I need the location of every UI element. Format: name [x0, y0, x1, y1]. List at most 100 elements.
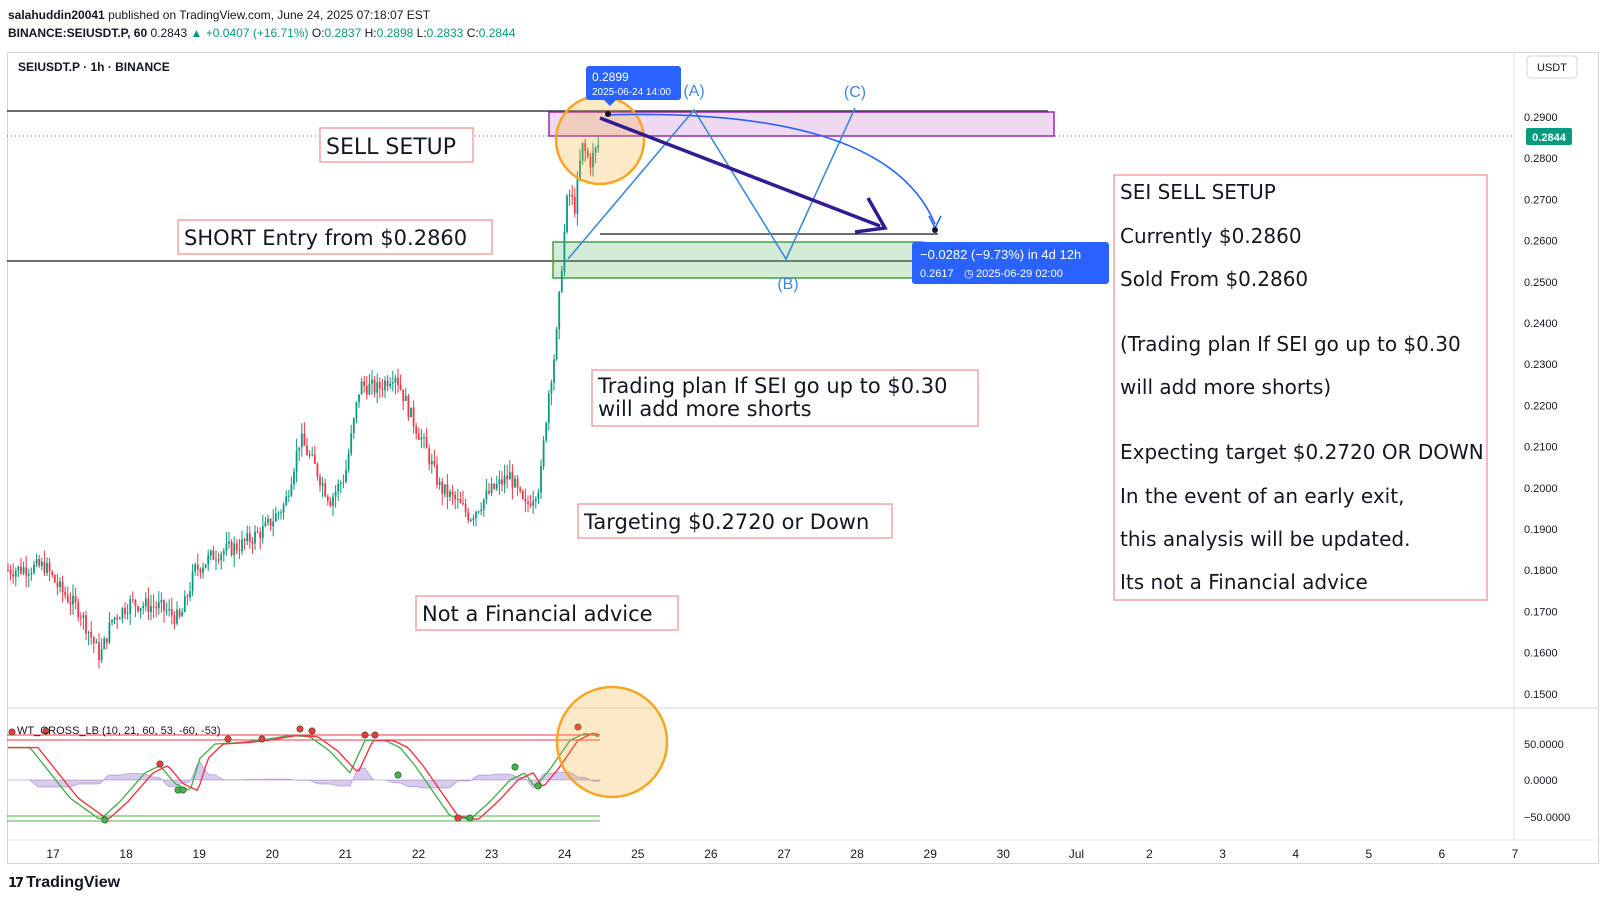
price-tick-label: 0.2200	[1524, 400, 1558, 412]
indicator-tick-label: −50.0000	[1524, 812, 1570, 824]
candle-body	[139, 607, 142, 612]
tradingview-logo[interactable]: 17 TradingView	[8, 874, 120, 892]
time-tick-label: 22	[412, 847, 426, 861]
candle-body	[14, 570, 17, 577]
candle-body	[181, 611, 184, 617]
info-box[interactable]	[1113, 174, 1488, 601]
sell-zone[interactable]	[548, 111, 1055, 137]
candle-body	[527, 502, 529, 504]
candlestick-series[interactable]	[7, 135, 600, 669]
wt-cross-dot	[574, 723, 582, 731]
candle-body	[25, 567, 28, 576]
candle-body	[69, 602, 72, 605]
info-line-target: Expecting target $0.2720 OR DOWN	[1120, 440, 1484, 464]
candle-body	[524, 498, 527, 503]
candle-body	[516, 478, 519, 488]
candle-body	[378, 382, 381, 389]
candle-body	[313, 454, 316, 464]
candle-body	[508, 472, 511, 480]
candle-body	[371, 379, 373, 384]
wt-cross-dot	[511, 763, 519, 771]
targeting-label: Targeting $0.2720 or Down	[583, 510, 869, 534]
low-value: 0.2833	[426, 26, 464, 40]
candle-body	[316, 463, 319, 477]
candle-body	[46, 562, 48, 574]
candle-body	[53, 574, 56, 583]
open-label: O:	[311, 26, 325, 40]
curved-arrow[interactable]	[604, 113, 936, 225]
candle-body	[233, 543, 236, 556]
abc-projection-path[interactable]	[567, 107, 856, 261]
candle-body	[475, 511, 477, 518]
price-axis[interactable]: 0.2900 0.2800 0.2700 0.2600 0.2500 0.2400 0.23…	[1524, 112, 1558, 701]
candle-body	[545, 422, 548, 441]
wt-cross-dots	[8, 723, 582, 824]
candle-body	[168, 608, 171, 611]
candle-body	[360, 381, 363, 395]
short-entry-box[interactable]	[177, 219, 493, 255]
candle-body	[295, 450, 298, 472]
candle-body	[27, 574, 30, 576]
candle-body	[264, 522, 267, 527]
candle-body	[443, 484, 446, 494]
sell-setup-box[interactable]	[319, 127, 474, 163]
candle-body	[79, 617, 82, 619]
candle-body	[165, 610, 168, 612]
high-tooltip-pointer-icon	[604, 100, 616, 106]
candle-body	[38, 559, 41, 566]
candle-body	[269, 518, 272, 527]
candle-body	[134, 599, 137, 607]
candle-body	[202, 567, 204, 573]
candle-body	[90, 631, 93, 638]
candle-body	[22, 567, 25, 574]
indicator-axis[interactable]: 50.0000 0.0000 −50.0000	[1524, 739, 1570, 824]
candle-body	[183, 596, 186, 612]
time-tick-label: 25	[631, 847, 645, 861]
candle-body	[454, 494, 457, 500]
time-tick-label: 2	[1146, 847, 1153, 861]
candle-body	[287, 495, 290, 497]
up-triangle-icon: ▲	[190, 26, 203, 40]
candle-body	[425, 436, 428, 449]
candle-body	[30, 572, 33, 575]
candle-body	[98, 642, 100, 661]
indicator-highlight-circle[interactable]	[555, 685, 669, 799]
not-advice-box[interactable]	[415, 595, 679, 631]
price-tick-label: 0.1600	[1524, 648, 1558, 660]
highlight-circle[interactable]	[554, 94, 646, 186]
candle-body	[100, 649, 103, 661]
candle-body	[321, 483, 324, 486]
currency-button[interactable]	[1526, 55, 1578, 79]
buy-zone[interactable]	[552, 241, 924, 279]
price-tick-label: 0.1500	[1524, 689, 1558, 701]
candle-body	[51, 571, 54, 575]
candle-body	[553, 359, 555, 383]
info-line-plan1: (Trading plan If SEI go up to $0.30	[1120, 332, 1461, 356]
price-tick-label: 0.2700	[1524, 194, 1558, 206]
time-tick-label: 20	[266, 847, 280, 861]
candle-body	[241, 539, 243, 552]
time-axis[interactable]: 17 18 19 20 21 22 23 24 25 26 27 28 29 30 Jul 2 3 4 5 6 7	[46, 847, 1518, 861]
candle-body	[566, 195, 568, 232]
candle-body	[74, 595, 77, 603]
candle-body	[303, 433, 306, 446]
candle-body	[160, 600, 163, 603]
candle-body	[173, 615, 176, 624]
down-arrow[interactable]	[599, 116, 881, 228]
clock-icon: ◷	[964, 268, 974, 280]
candle-body	[490, 483, 493, 494]
publisher-name[interactable]: salahuddin20041	[8, 8, 105, 22]
targeting-box[interactable]	[577, 503, 893, 539]
candle-body	[339, 482, 342, 484]
candle-body	[394, 377, 397, 383]
candle-body	[17, 566, 20, 571]
measure-end-point[interactable]	[932, 227, 938, 233]
measure-start-point[interactable]	[605, 111, 611, 117]
candle-body	[243, 539, 246, 542]
candle-body	[155, 607, 158, 609]
candle-body	[261, 526, 264, 539]
trading-plan-box[interactable]	[591, 369, 979, 427]
candle-body	[342, 482, 345, 484]
time-tick-label: 26	[704, 847, 718, 861]
